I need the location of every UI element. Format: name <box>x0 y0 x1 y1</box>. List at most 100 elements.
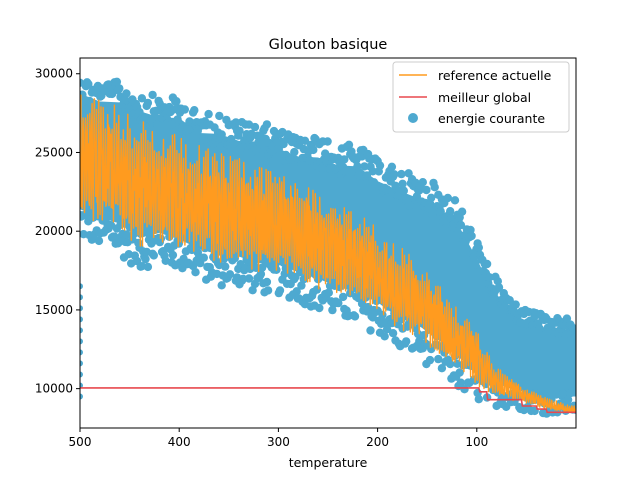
x-axis-label: temperature <box>289 455 368 470</box>
energie-courante-point <box>344 140 354 149</box>
energie-courante-point <box>571 325 576 334</box>
energie-courante-point <box>566 389 575 398</box>
energie-courante-point <box>399 186 408 195</box>
energie-courante-point <box>263 286 273 295</box>
energie-courante-point <box>297 281 306 290</box>
energie-courante-point <box>180 105 189 114</box>
legend-label-reference: reference actuelle <box>438 68 552 83</box>
energie-courante-point <box>80 338 83 345</box>
chart-title: Glouton basique <box>269 37 388 53</box>
energie-courante-point <box>80 360 83 367</box>
energie-courante-point <box>122 230 131 239</box>
energie-courante-point <box>143 262 153 272</box>
energie-courante-point <box>375 161 385 170</box>
energie-courante-point <box>109 106 118 115</box>
axes-layer: 500 400 300 200 100 10000 15000 20000 25000 30000 <box>35 67 488 449</box>
energie-courante-point <box>80 382 83 389</box>
energie-courante-point <box>324 288 333 297</box>
energie-courante-point <box>467 231 476 241</box>
energie-courante-point <box>102 103 111 112</box>
energie-courante-point <box>317 163 326 173</box>
energie-courante-point <box>471 260 480 269</box>
energie-courante-point <box>191 268 200 277</box>
energie-courante-point <box>286 155 295 164</box>
energie-courante-point <box>97 207 106 217</box>
energie-courante-point <box>382 185 392 194</box>
energie-courante-point <box>300 136 310 145</box>
data-layer <box>80 77 576 418</box>
energie-courante-point <box>137 94 147 103</box>
energie-courante-point <box>91 101 100 111</box>
energie-courante-point <box>235 126 244 135</box>
legend: reference actuelle meilleur global energ… <box>392 61 570 133</box>
energie-courante-point <box>338 292 348 302</box>
energie-courante-point <box>378 310 387 319</box>
energie-courante-point <box>80 294 83 301</box>
energie-courante-point <box>323 137 332 146</box>
x-tick-label: 400 <box>168 435 191 449</box>
energie-courante-point <box>443 193 452 203</box>
energie-courante-point <box>225 270 235 279</box>
energie-courante-point <box>563 395 573 404</box>
energie-courante-point <box>427 193 436 202</box>
series-reference-actuelle <box>80 94 576 413</box>
energie-courante-point <box>204 109 213 119</box>
energie-courante-point <box>312 285 322 294</box>
energie-courante-point <box>148 90 157 100</box>
energie-courante-point <box>511 300 520 309</box>
energie-courante-point <box>402 337 411 346</box>
energie-courante-point <box>199 253 208 262</box>
plot-frame <box>79 57 577 429</box>
energie-courante-point <box>244 274 254 283</box>
energie-courante-point <box>353 162 362 171</box>
energie-courante-point <box>94 236 104 246</box>
energie-courante-point <box>143 98 153 108</box>
energie-courante-point <box>238 274 248 283</box>
energie-courante-point <box>305 156 314 165</box>
legend-box <box>392 61 570 133</box>
energie-courante-point <box>149 251 158 260</box>
energie-courante-point <box>250 122 260 132</box>
energie-courante-point <box>334 298 343 308</box>
series-meilleur-global <box>80 387 576 414</box>
energie-courante-point <box>190 106 199 115</box>
energie-courante-point <box>80 393 83 400</box>
energie-courante-point <box>262 120 272 129</box>
energie-courante-point <box>354 171 363 180</box>
energie-courante-point <box>84 79 93 89</box>
energie-courante-point <box>116 220 125 229</box>
energie-courante-point <box>230 254 239 263</box>
energie-courante-point <box>297 160 306 169</box>
energie-courante-point <box>450 196 460 205</box>
energie-courante-point <box>167 120 176 129</box>
meilleur-global-line <box>80 387 576 414</box>
energie-courante-point <box>456 378 466 387</box>
energie-courante-point <box>172 97 181 106</box>
energie-courante-point <box>362 171 372 180</box>
x-tick-label: 500 <box>69 435 92 449</box>
y-tick-label: 30000 <box>35 67 73 81</box>
energie-courante-point <box>559 389 568 398</box>
energie-courante-point <box>369 178 379 187</box>
energie-courante-point <box>229 139 238 148</box>
energie-courante-point <box>80 327 83 334</box>
energie-courante-point <box>173 115 182 124</box>
energie-courante-point <box>217 281 226 290</box>
energie-courante-point <box>368 167 377 176</box>
energie-courante-point <box>446 207 455 216</box>
energie-courante-point <box>204 241 213 251</box>
energie-courante-point <box>422 185 431 195</box>
legend-label-energie: energie courante <box>438 111 545 126</box>
energie-courante-point <box>80 371 83 378</box>
energie-courante-point <box>115 84 124 93</box>
energie-courante-point <box>275 286 285 295</box>
y-tick-label: 10000 <box>35 382 73 396</box>
energie-courante-point <box>474 243 483 252</box>
energie-courante-point <box>366 326 375 335</box>
energie-courante-point <box>350 312 360 321</box>
y-tick-label: 25000 <box>35 145 73 159</box>
energie-courante-point <box>290 147 299 157</box>
energie-courante-point <box>405 201 414 210</box>
energie-courante-point <box>457 207 467 216</box>
energie-courante-point <box>455 368 464 377</box>
